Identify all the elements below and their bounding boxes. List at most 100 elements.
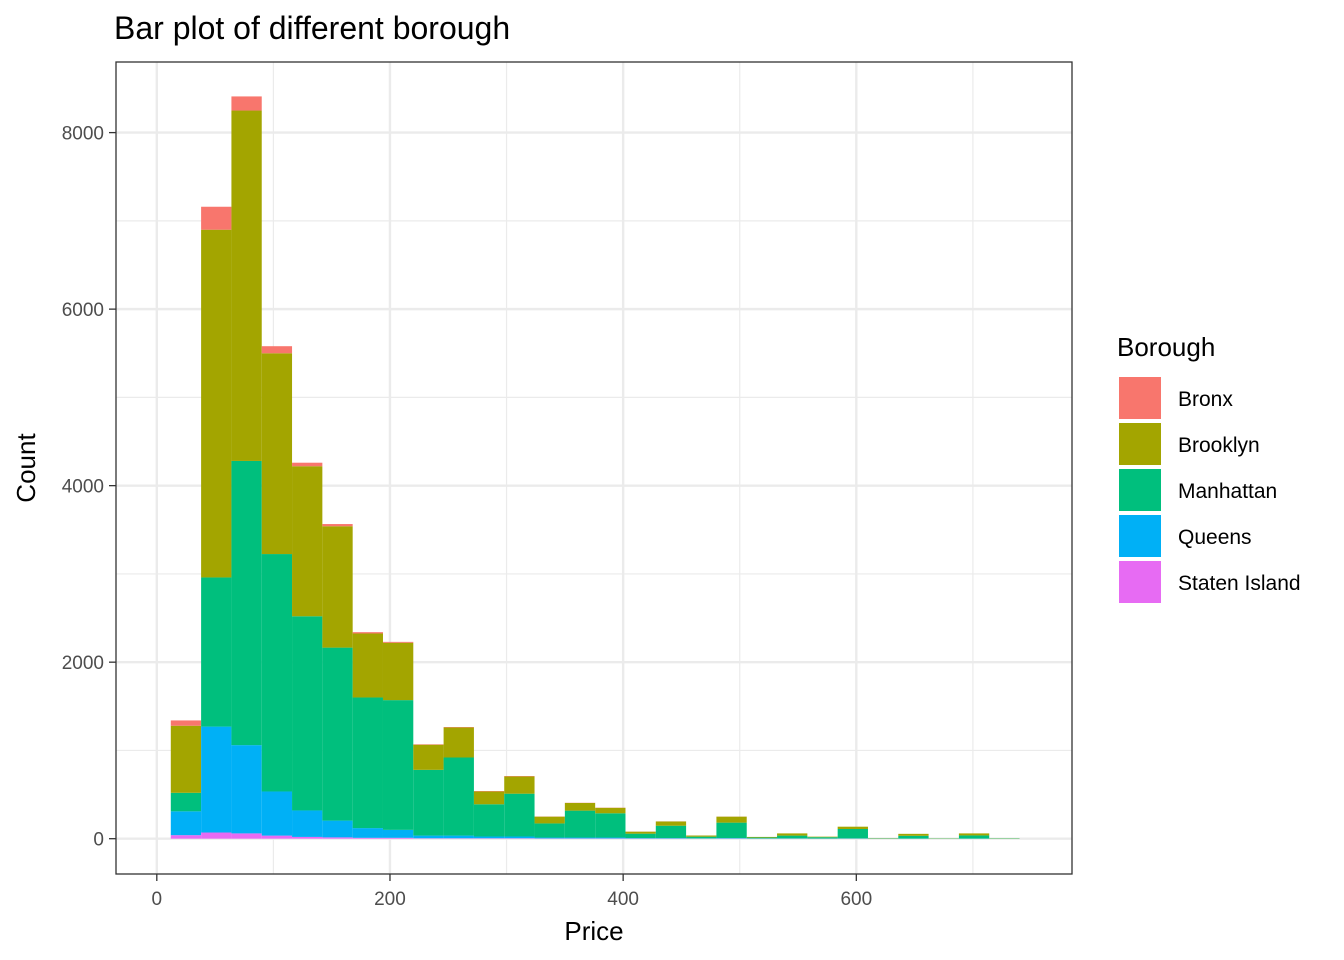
legend-key-brooklyn bbox=[1119, 423, 1161, 465]
bar-manhattan bbox=[322, 647, 353, 821]
bar-queens bbox=[443, 835, 474, 839]
bar-staten-island bbox=[382, 837, 414, 839]
bar-bronx bbox=[322, 524, 353, 527]
chart-title: Bar plot of different borough bbox=[114, 10, 510, 46]
legend-label: Staten Island bbox=[1178, 572, 1301, 595]
legend-title: Borough bbox=[1117, 332, 1215, 362]
bar-manhattan bbox=[261, 554, 293, 792]
bar-manhattan bbox=[504, 793, 535, 837]
bar-manhattan bbox=[352, 697, 383, 829]
legend-key-bronx bbox=[1119, 377, 1161, 419]
bar-queens bbox=[231, 745, 262, 834]
x-tick-label: 400 bbox=[607, 889, 639, 910]
legend-key-manhattan bbox=[1119, 469, 1161, 511]
bar-bronx bbox=[231, 96, 262, 111]
bar-bronx bbox=[261, 346, 293, 354]
bar-manhattan bbox=[564, 810, 596, 838]
x-axis-title: Price bbox=[564, 916, 623, 946]
bar-manhattan bbox=[413, 769, 444, 836]
bar-staten-island bbox=[231, 833, 262, 839]
bar-queens bbox=[170, 811, 202, 836]
bar-staten-island bbox=[292, 836, 323, 839]
bar-brooklyn bbox=[443, 727, 474, 758]
legend-label: Brooklyn bbox=[1178, 434, 1260, 457]
bar-queens bbox=[534, 837, 565, 839]
bar-manhattan bbox=[686, 836, 717, 839]
bar-brooklyn bbox=[261, 353, 293, 555]
bar-brooklyn bbox=[322, 526, 353, 648]
x-tick-label: 600 bbox=[840, 889, 872, 910]
legend-label: Queens bbox=[1178, 526, 1252, 549]
bar-brooklyn bbox=[595, 807, 626, 814]
bar-manhattan bbox=[473, 804, 505, 837]
bar-brooklyn bbox=[382, 642, 414, 701]
bar-bronx bbox=[382, 641, 414, 643]
bar-queens bbox=[504, 836, 535, 839]
bar-brooklyn bbox=[292, 466, 323, 617]
bar-queens bbox=[261, 791, 293, 836]
x-tick-label: 200 bbox=[374, 889, 406, 910]
bar-manhattan bbox=[170, 792, 202, 812]
bar-queens bbox=[595, 837, 626, 839]
bar-queens bbox=[473, 836, 505, 839]
legend-items: Bronx Brooklyn Manhattan Queens Staten Islan… bbox=[1119, 377, 1301, 603]
bar-queens bbox=[322, 820, 353, 838]
bar-brooklyn bbox=[777, 833, 808, 836]
legend-label: Bronx bbox=[1178, 388, 1233, 411]
y-tick-label: 0 bbox=[93, 830, 104, 851]
bar-queens bbox=[352, 828, 383, 838]
y-tick-label: 2000 bbox=[62, 653, 104, 674]
bar-bronx bbox=[170, 720, 202, 726]
legend-key-queens bbox=[1119, 515, 1161, 557]
plot-panel bbox=[115, 61, 1073, 875]
bar-manhattan bbox=[201, 577, 232, 727]
bar-manhattan bbox=[292, 616, 323, 811]
x-axis: 0 200 400 600 bbox=[152, 874, 872, 910]
bar-staten-island bbox=[322, 837, 353, 839]
bar-manhattan bbox=[746, 837, 778, 839]
y-tick-label: 6000 bbox=[62, 300, 104, 321]
legend: Borough Bronx Brooklyn Manhattan Queens Stat… bbox=[1117, 332, 1301, 603]
bar-queens bbox=[564, 837, 596, 839]
bar-brooklyn bbox=[686, 835, 717, 837]
bar-manhattan bbox=[655, 825, 687, 839]
bar-manhattan bbox=[777, 835, 808, 839]
bar-brooklyn bbox=[534, 816, 565, 824]
bar-staten-island bbox=[201, 832, 232, 839]
bar-manhattan bbox=[443, 757, 474, 836]
bar-brooklyn bbox=[564, 802, 596, 811]
bar-bronx bbox=[201, 206, 232, 230]
bar-brooklyn bbox=[170, 725, 202, 793]
y-axis: 0 2000 4000 6000 8000 bbox=[62, 124, 116, 851]
x-tick-label: 0 bbox=[152, 889, 163, 910]
bar-manhattan bbox=[625, 833, 656, 839]
bar-brooklyn bbox=[504, 776, 535, 794]
bar-brooklyn bbox=[807, 836, 838, 838]
y-tick-label: 4000 bbox=[62, 477, 104, 498]
bar-manhattan bbox=[231, 460, 262, 746]
legend-key-staten-island bbox=[1119, 561, 1161, 603]
bar-brooklyn bbox=[473, 791, 505, 805]
bar-bronx bbox=[292, 462, 323, 467]
bar-queens bbox=[382, 829, 414, 838]
bar-brooklyn bbox=[837, 826, 868, 829]
bar-queens bbox=[201, 726, 232, 833]
bar-brooklyn bbox=[352, 633, 383, 698]
bar-staten-island bbox=[261, 835, 293, 839]
bar-brooklyn bbox=[746, 836, 778, 838]
stacked-bars bbox=[170, 96, 1020, 839]
panel-border bbox=[115, 61, 1073, 875]
bar-brooklyn bbox=[958, 833, 990, 836]
bar-bronx bbox=[352, 632, 383, 634]
bar-brooklyn bbox=[716, 816, 747, 823]
bar-brooklyn bbox=[413, 744, 444, 770]
bar-staten-island bbox=[352, 837, 383, 839]
bar-manhattan bbox=[837, 828, 868, 839]
y-axis-title: Count bbox=[11, 433, 41, 503]
bar-brooklyn bbox=[625, 831, 656, 834]
bar-manhattan bbox=[595, 813, 626, 838]
bar-brooklyn bbox=[898, 833, 929, 836]
y-tick-label: 8000 bbox=[62, 124, 104, 145]
bar-brooklyn bbox=[655, 821, 687, 826]
